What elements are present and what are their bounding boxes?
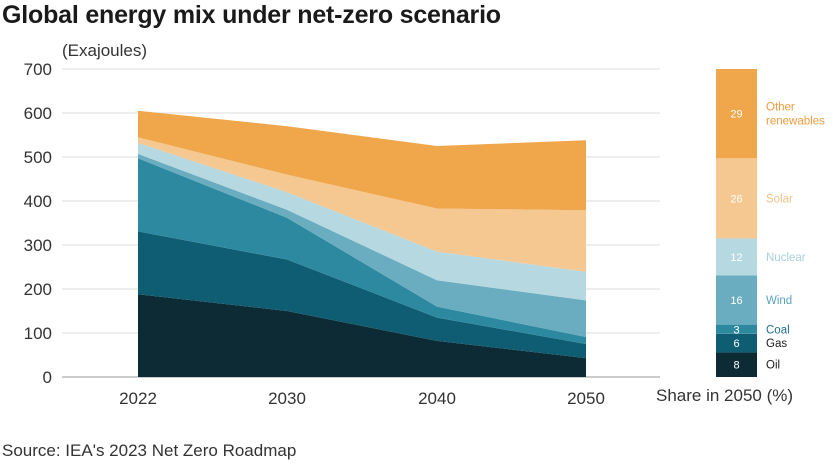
share-value-label: 8	[733, 360, 739, 372]
x-axis-ticks: 2022 2030 2040 2050	[119, 389, 605, 408]
share-segment-wind	[716, 275, 757, 325]
area-series-gas	[138, 231, 586, 359]
share-segment-nuclear	[716, 238, 757, 276]
share-category-label: Other renewables	[766, 102, 825, 128]
area-series-solar	[138, 137, 586, 272]
share-segment-coal	[716, 324, 757, 334]
y-tick-label: 400	[24, 192, 52, 211]
share-category-label: Gas	[766, 338, 787, 350]
share-category-label: Oil	[766, 360, 780, 372]
y-tick-label: 700	[24, 60, 52, 79]
share-segment-solar	[716, 158, 757, 239]
y-axis-unit-label: (Exajoules)	[62, 41, 148, 60]
area-series-other-renewables	[138, 110, 586, 211]
y-tick-label: 600	[24, 104, 52, 123]
share-value-label: 16	[730, 295, 742, 307]
y-tick-label: 200	[24, 280, 52, 299]
share-category-label: Wind	[766, 295, 792, 307]
share-segment-other-renewables	[716, 69, 757, 159]
y-tick-label: 300	[24, 236, 52, 255]
x-tick-label: 2040	[418, 389, 456, 408]
x-tick-label: 2030	[268, 389, 306, 408]
share-chart-title: Share in 2050 (%)	[656, 386, 794, 405]
y-tick-label: 100	[24, 324, 52, 343]
share-value-label: 29	[730, 109, 742, 121]
area-series-wind	[138, 153, 586, 337]
share-segment-oil	[716, 352, 757, 377]
area-series-nuclear	[138, 142, 586, 301]
share-value-label: 3	[733, 324, 739, 336]
share-bar-2050: 8 Oil 6 Gas 3 Coal 16 Wind 12 Nuclear 26 Solar 29 Oth…	[716, 69, 825, 377]
share-value-label: 12	[730, 252, 742, 264]
y-tick-label: 0	[43, 368, 52, 387]
y-tick-label: 500	[24, 148, 52, 167]
share-category-label: Coal	[766, 324, 790, 336]
chart-title: Global energy mix under net-zero scenari…	[2, 1, 501, 29]
y-axis-ticks: 0 100 200 300 400 500 600 700	[24, 60, 52, 387]
share-segment-gas	[716, 333, 757, 353]
share-value-label: 6	[733, 338, 739, 350]
share-category-label: Solar	[766, 193, 793, 205]
share-category-label: Nuclear	[766, 252, 806, 264]
area-series-oil	[138, 294, 586, 377]
source-note: Source: IEA's 2023 Net Zero Roadmap	[2, 441, 297, 460]
stacked-area-series	[138, 110, 586, 377]
x-tick-label: 2022	[119, 389, 157, 408]
x-tick-label: 2050	[567, 389, 605, 408]
share-value-label: 26	[730, 193, 742, 205]
area-series-coal	[138, 158, 586, 344]
